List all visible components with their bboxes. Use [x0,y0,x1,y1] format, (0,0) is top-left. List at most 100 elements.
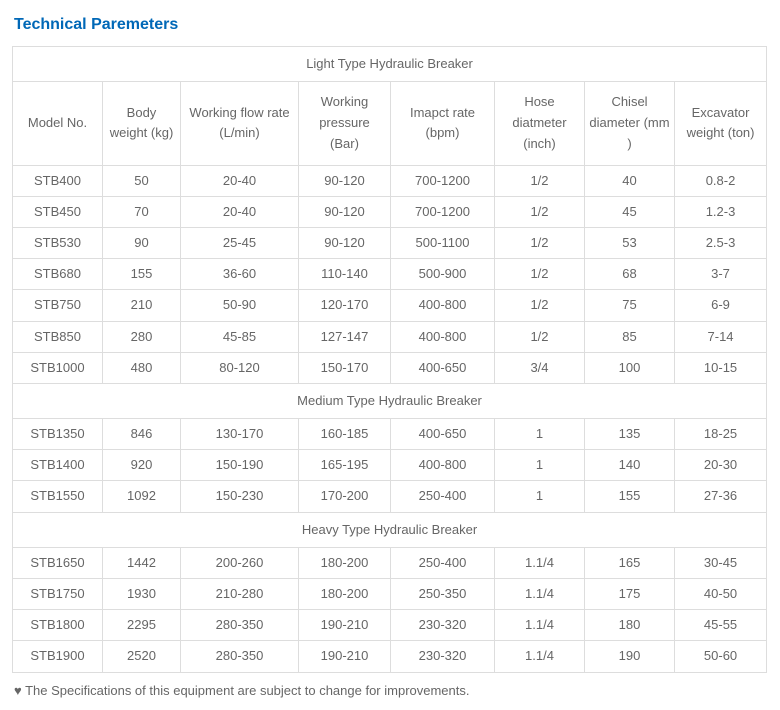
table-cell: 500-900 [391,259,495,290]
table-row: STB100048080-120150-170400-6503/410010-1… [13,352,767,383]
table-cell: 400-650 [391,419,495,450]
section-label: Medium Type Hydraulic Breaker [13,383,767,418]
table-cell: 68 [585,259,675,290]
column-header: Working flow rate (L/min) [181,82,299,165]
table-cell: 250-400 [391,481,495,512]
table-cell: 40 [585,165,675,196]
table-cell: 150-170 [299,352,391,383]
table-cell: STB1900 [13,641,103,672]
table-cell: 160-185 [299,419,391,450]
table-cell: 7-14 [675,321,767,352]
table-cell: 400-650 [391,352,495,383]
table-cell: 250-350 [391,579,495,610]
table-cell: 50-90 [181,290,299,321]
table-cell: 250-400 [391,547,495,578]
section-header: Heavy Type Hydraulic Breaker [13,512,767,547]
table-cell: 200-260 [181,547,299,578]
table-cell: 70 [103,196,181,227]
table-cell: 210 [103,290,181,321]
table-cell: 2520 [103,641,181,672]
table-cell: 120-170 [299,290,391,321]
table-cell: 110-140 [299,259,391,290]
table-cell: 190-210 [299,610,391,641]
section-label: Heavy Type Hydraulic Breaker [13,512,767,547]
table-cell: STB1000 [13,352,103,383]
table-row: STB15501092150-230170-200250-400115527-3… [13,481,767,512]
table-cell: 80-120 [181,352,299,383]
table-cell: 700-1200 [391,165,495,196]
table-cell: STB1550 [13,481,103,512]
table-cell: 1.1/4 [495,579,585,610]
table-cell: 6-9 [675,290,767,321]
table-cell: 20-40 [181,165,299,196]
table-cell: 20-30 [675,450,767,481]
table-cell: 170-200 [299,481,391,512]
table-cell: 150-190 [181,450,299,481]
column-header: Model No. [13,82,103,165]
table-row: STB1400920150-190165-195400-800114020-30 [13,450,767,481]
table-cell: 155 [103,259,181,290]
table-cell: 2.5-3 [675,227,767,258]
table-cell: 90-120 [299,227,391,258]
section-label: Light Type Hydraulic Breaker [13,47,767,82]
table-cell: 85 [585,321,675,352]
page-title: Technical Paremeters [14,16,768,34]
table-row: STB17501930210-280180-200250-3501.1/4175… [13,579,767,610]
table-cell: 3-7 [675,259,767,290]
column-header-row: Model No.Body weight (kg)Working flow ra… [13,82,767,165]
table-cell: STB680 [13,259,103,290]
table-cell: 1 [495,481,585,512]
table-cell: STB1750 [13,579,103,610]
table-cell: STB750 [13,290,103,321]
table-cell: STB1800 [13,610,103,641]
table-cell: 130-170 [181,419,299,450]
footnote: ♥ The Specifications of this equipment a… [12,683,768,698]
column-header: Working pressure (Bar) [299,82,391,165]
table-cell: 1/2 [495,227,585,258]
table-cell: STB1650 [13,547,103,578]
table-cell: 1.1/4 [495,610,585,641]
table-cell: 1/2 [495,165,585,196]
table-cell: 40-50 [675,579,767,610]
table-cell: 20-40 [181,196,299,227]
table-cell: 175 [585,579,675,610]
table-cell: 1.2-3 [675,196,767,227]
table-cell: 1/2 [495,290,585,321]
table-cell: 90 [103,227,181,258]
section-header: Medium Type Hydraulic Breaker [13,383,767,418]
table-cell: STB1350 [13,419,103,450]
table-cell: 210-280 [181,579,299,610]
table-cell: 500-1100 [391,227,495,258]
table-row: STB4005020-4090-120700-12001/2400.8-2 [13,165,767,196]
table-cell: 180-200 [299,579,391,610]
table-cell: 1/2 [495,196,585,227]
column-header: Body weight (kg) [103,82,181,165]
table-cell: 127-147 [299,321,391,352]
table-cell: 400-800 [391,450,495,481]
table-cell: 700-1200 [391,196,495,227]
table-cell: 53 [585,227,675,258]
table-cell: 45-55 [675,610,767,641]
table-row: STB75021050-90120-170400-8001/2756-9 [13,290,767,321]
table-cell: 45-85 [181,321,299,352]
table-cell: 1442 [103,547,181,578]
table-cell: 1930 [103,579,181,610]
table-cell: 400-800 [391,321,495,352]
table-cell: 1.1/4 [495,547,585,578]
table-row: STB85028045-85127-147400-8001/2857-14 [13,321,767,352]
table-cell: 190 [585,641,675,672]
table-cell: 2295 [103,610,181,641]
column-header: Excavator weight (ton) [675,82,767,165]
table-cell: STB530 [13,227,103,258]
table-cell: 165-195 [299,450,391,481]
table-row: STB19002520280-350190-210230-3201.1/4190… [13,641,767,672]
table-cell: 1/2 [495,259,585,290]
table-cell: STB1400 [13,450,103,481]
table-cell: 50-60 [675,641,767,672]
table-cell: 180 [585,610,675,641]
table-cell: 25-45 [181,227,299,258]
table-cell: STB400 [13,165,103,196]
table-cell: 10-15 [675,352,767,383]
table-cell: 140 [585,450,675,481]
table-row: STB4507020-4090-120700-12001/2451.2-3 [13,196,767,227]
